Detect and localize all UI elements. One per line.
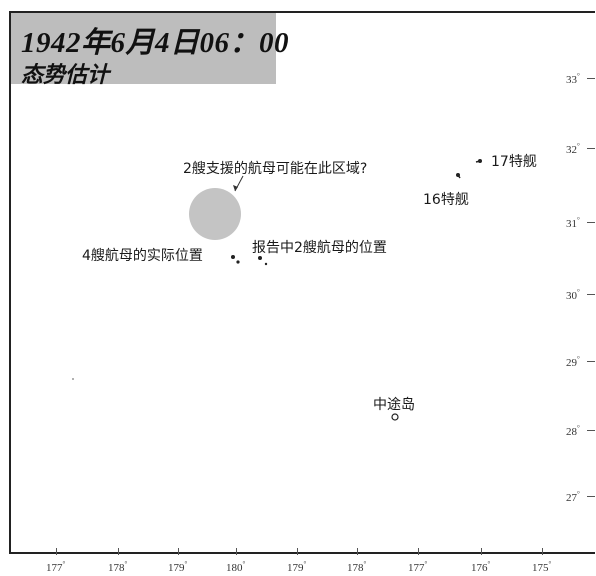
lon-tick-178e: 178° — [347, 560, 367, 574]
title-box: 1942年6月4日06：00 态势估计 — [11, 13, 289, 87]
lat-tick-29: 29° — [566, 355, 580, 369]
reported-position-label: 报告中2艘航母的位置 — [252, 240, 387, 256]
tf17-label: 17特舰 — [491, 154, 537, 170]
lat-tick-30: 30° — [566, 288, 580, 302]
tf16-label: 16特舰 — [423, 192, 469, 208]
lon-tick-177e: 177° — [408, 560, 428, 574]
map-title-date: 1942年6月4日06：00 — [21, 27, 290, 59]
map-title-subtitle: 态势估计 — [21, 62, 110, 87]
lat-tick-31: 31° — [566, 216, 580, 230]
map-frame — [9, 11, 595, 554]
lon-tick-179w: 179° — [168, 560, 188, 574]
midway-marker — [391, 413, 399, 421]
lat-tick-27: 27° — [566, 490, 580, 504]
midway-label: 中途岛 — [373, 397, 415, 413]
actual-carriers-marker — [231, 255, 235, 259]
lat-tick-33: 33° — [566, 72, 580, 86]
reported-carriers-marker — [258, 256, 262, 260]
actual-position-label: 4艘航母的实际位置 — [82, 248, 203, 264]
lon-tick-179e: 179° — [287, 560, 307, 574]
lon-tick-180: 180° — [226, 560, 246, 574]
reported-carriers-marker-2 — [264, 262, 268, 266]
lon-tick-175e: 175° — [532, 560, 552, 574]
lon-tick-176e: 176° — [471, 560, 491, 574]
actual-carriers-marker-2 — [236, 260, 240, 264]
lat-tick-32: 32° — [566, 142, 580, 156]
possible-area-label: 2艘支援的航母可能在此区域? — [183, 161, 368, 177]
possible-carrier-area — [189, 188, 241, 240]
possible-area-arrowhead — [233, 185, 238, 191]
lat-tick-28: 28° — [566, 424, 580, 438]
lon-tick-177w: 177° — [46, 560, 66, 574]
lon-tick-178w: 178° — [108, 560, 128, 574]
